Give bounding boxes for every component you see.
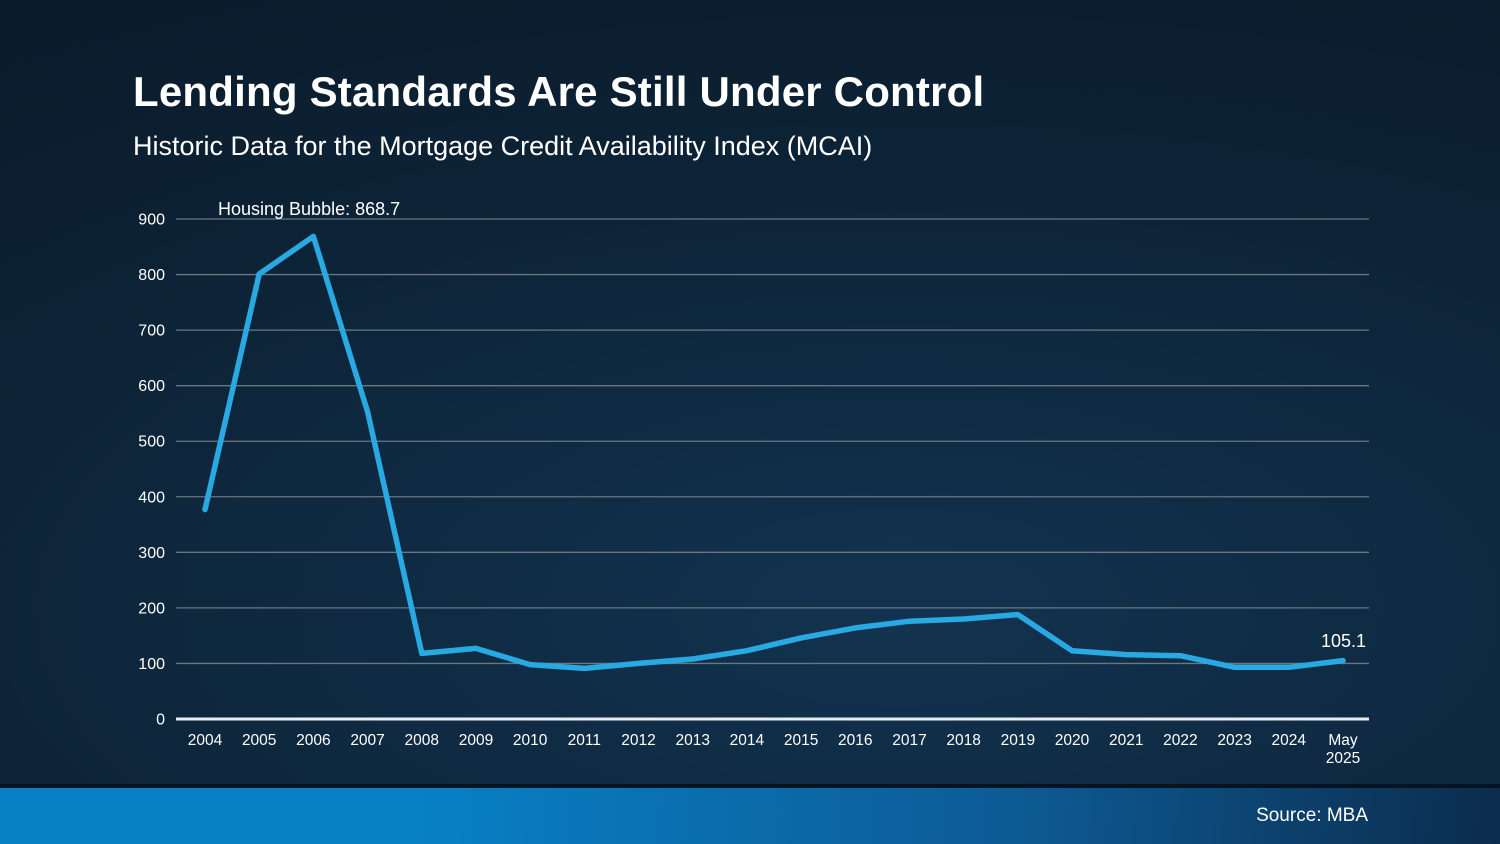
x-axis-label-2004: 2004: [188, 732, 223, 749]
x-axis-label-2012: 2012: [621, 732, 655, 749]
y-axis-label-300: 300: [138, 545, 165, 562]
y-axis-label-0: 0: [156, 712, 165, 729]
x-axis-label-2020: 2020: [1055, 732, 1090, 749]
mcai-line: [202, 233, 1346, 672]
mcai-line-chart: 0 100 200 300 400 500 600 700 800 900 2004 2005 2006…: [138, 199, 1369, 767]
y-axis-label-700: 700: [138, 323, 165, 340]
x-axis-label-2024: 2024: [1272, 732, 1307, 749]
latest-value-label: 105.1: [1321, 631, 1366, 651]
x-axis-label-2016: 2016: [838, 732, 872, 749]
x-axis-label-2007: 2007: [350, 732, 384, 749]
x-axis-label-2010: 2010: [513, 732, 548, 749]
y-axis-label-800: 800: [138, 267, 165, 284]
x-axis-label-2021: 2021: [1109, 732, 1143, 749]
chart-area: 0 100 200 300 400 500 600 700 800 900 2004 2005 2006…: [138, 199, 1369, 767]
x-axis-label-2008: 2008: [405, 732, 439, 749]
y-axis-label-900: 900: [138, 212, 165, 229]
x-axis-label-2013: 2013: [675, 732, 709, 749]
source-label: Source: MBA: [1256, 805, 1368, 826]
x-axis-label-may-2025: May 2025: [1326, 732, 1360, 767]
page-subtitle: Historic Data for the Mortgage Credit Av…: [133, 131, 873, 161]
x-axis-label-2005: 2005: [242, 732, 276, 749]
x-axis-label-2011: 2011: [568, 732, 601, 749]
y-axis-label-500: 500: [138, 434, 165, 451]
x-axis-label-2022: 2022: [1163, 732, 1197, 749]
x-axis-label-2023: 2023: [1217, 732, 1251, 749]
y-axis-label-600: 600: [138, 378, 165, 395]
page-title: Lending Standards Are Still Under Contro…: [133, 68, 985, 115]
x-axis-label-2017: 2017: [892, 732, 926, 749]
y-axis-label-200: 200: [138, 600, 165, 617]
y-axis-label-400: 400: [138, 489, 165, 506]
x-axis-label-2014: 2014: [730, 732, 765, 749]
x-axis-label-2015: 2015: [784, 732, 818, 749]
x-axis-label-2006: 2006: [296, 732, 330, 749]
x-axis-label-2009: 2009: [459, 732, 493, 749]
peak-annotation: Housing Bubble: 868.7: [218, 199, 400, 219]
y-axis-label-100: 100: [138, 656, 165, 673]
x-axis-label-2018: 2018: [946, 732, 980, 749]
x-axis-label-2019: 2019: [1001, 732, 1035, 749]
footer-bar: Source: MBA: [0, 784, 1500, 844]
